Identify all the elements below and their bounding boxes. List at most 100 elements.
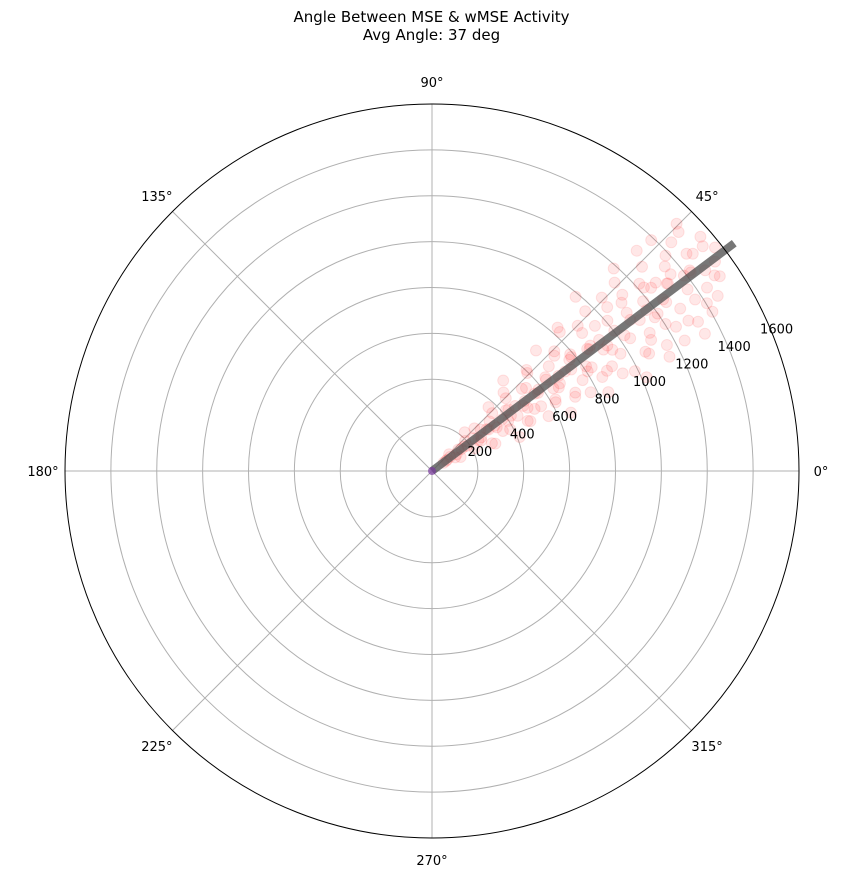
scatter-point xyxy=(580,360,592,373)
scatter-point xyxy=(595,291,608,304)
scatter-point xyxy=(520,364,533,376)
scatter-point xyxy=(643,347,656,360)
scatter-point xyxy=(521,367,534,379)
scatter-point xyxy=(645,333,658,346)
scatter-point xyxy=(513,431,526,443)
scatter-point xyxy=(694,230,707,243)
theta-tick-label: 45° xyxy=(696,190,719,205)
r-tick-label: 200 xyxy=(467,445,492,460)
scatter-point xyxy=(670,320,682,333)
scatter-point xyxy=(549,396,562,409)
scatter-point xyxy=(680,247,693,260)
scatter-point xyxy=(596,371,609,383)
r-tick-label: 1600 xyxy=(760,322,793,337)
scatter-point xyxy=(553,326,566,338)
scatter-point xyxy=(497,386,510,399)
scatter-point xyxy=(499,392,512,405)
scatter-point xyxy=(689,293,702,306)
scatter-point xyxy=(681,283,694,296)
scatter-point xyxy=(686,247,699,260)
scatter-point xyxy=(602,386,615,399)
outer-frame xyxy=(64,103,800,839)
scatter-point xyxy=(649,276,662,289)
scatter-point xyxy=(607,262,620,275)
scatter-point xyxy=(637,281,650,294)
scatter-point xyxy=(504,423,517,436)
scatter-point xyxy=(542,410,555,423)
theta-grid-line xyxy=(431,470,692,731)
scatter-point xyxy=(636,260,648,273)
r-tick-label: 1200 xyxy=(675,357,708,372)
theta-tick-label: 180° xyxy=(27,465,58,480)
scatter-point xyxy=(579,305,592,318)
theta-tick-label: 315° xyxy=(691,740,722,755)
polar-frame xyxy=(64,103,800,839)
scatter-point xyxy=(564,348,577,361)
scatter-point xyxy=(528,402,541,415)
theta-tick-label: 90° xyxy=(420,76,443,91)
scatter-point xyxy=(588,319,601,332)
scatter-point xyxy=(639,345,652,358)
scatter-point xyxy=(663,350,676,363)
scatter-point xyxy=(637,295,650,308)
scatter-point xyxy=(633,277,646,290)
scatter-point xyxy=(696,240,709,253)
scatter-point xyxy=(569,386,582,399)
scatter-point xyxy=(651,307,664,320)
scatter-point xyxy=(485,437,498,450)
r-tick-label: 1000 xyxy=(633,375,666,390)
scatter-point xyxy=(571,319,584,332)
scatter-point xyxy=(601,314,614,327)
theta-grid-line xyxy=(172,470,433,731)
origin-marker xyxy=(428,467,436,475)
scatter-point xyxy=(648,311,661,324)
scatter-point xyxy=(468,422,481,435)
scatter-point xyxy=(581,365,594,378)
scatter-point xyxy=(620,306,633,319)
scatter-point xyxy=(569,390,582,403)
scatter-point xyxy=(645,281,658,294)
scatter-point xyxy=(548,345,561,358)
polar-grid xyxy=(65,104,799,838)
chart-title: Angle Between MSE & wMSE Activity xyxy=(293,8,570,26)
scatter-point xyxy=(630,244,643,257)
scatter-point xyxy=(548,349,561,362)
scatter-point xyxy=(665,236,678,249)
theta-grid-line xyxy=(172,211,433,472)
chart-subtitle: Avg Angle: 37 deg xyxy=(362,26,501,44)
scatter-point xyxy=(698,327,711,340)
r-tick-label: 400 xyxy=(510,428,535,443)
scatter-point xyxy=(660,339,673,351)
mean-line xyxy=(429,240,737,475)
scatter-point xyxy=(616,367,629,380)
scatter-point xyxy=(521,414,534,427)
scatter-point xyxy=(606,343,619,356)
scatter-point xyxy=(585,361,598,374)
scatter-point xyxy=(664,268,677,281)
scatter-point xyxy=(624,332,637,345)
scatter-point xyxy=(542,360,555,373)
scatter-point xyxy=(564,406,577,419)
r-tick-label: 1400 xyxy=(718,340,751,355)
scatter-point xyxy=(645,234,658,247)
scatter-point xyxy=(569,290,582,303)
scatter-point xyxy=(552,381,565,394)
scatter-point xyxy=(530,344,542,357)
scatter-point xyxy=(458,426,471,439)
scatter-point xyxy=(711,289,724,302)
r-tick-label: 800 xyxy=(595,393,620,408)
scatter-point xyxy=(496,425,509,437)
scatter-point xyxy=(628,365,641,378)
scatter-point xyxy=(601,301,614,314)
scatter-point xyxy=(682,314,695,327)
scatter-point xyxy=(482,401,495,414)
scatter-point xyxy=(692,315,704,328)
theta-tick-label: 135° xyxy=(141,190,172,205)
scatter-point xyxy=(708,269,721,282)
scatter-point xyxy=(489,437,502,450)
mean-angle-line xyxy=(428,240,737,475)
scatter-point xyxy=(535,400,548,413)
scatter-point xyxy=(606,360,618,373)
scatter-point xyxy=(515,382,528,395)
